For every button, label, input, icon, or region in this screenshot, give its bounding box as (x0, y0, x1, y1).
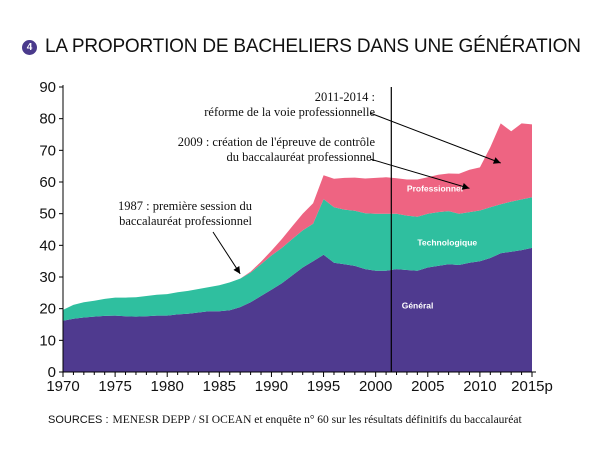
x-tick-label-1970: 1970 (46, 378, 79, 395)
annotation-2012-line-2: réforme de la voie professionnelle (204, 105, 375, 119)
annotation-2012-line-1: 2011-2014 : (315, 90, 375, 104)
annotation-2012-leader (369, 112, 501, 164)
annotation-2009-leader (369, 158, 470, 189)
y-tick-label-10: 10 (39, 332, 56, 349)
series-label-general: Général (402, 301, 434, 311)
chart-title: LA PROPORTION DE BACHELIERS DANS UNE GÉN… (45, 36, 581, 57)
chart-header: 4 LA PROPORTION DE BACHELIERS DANS UNE G… (22, 35, 581, 59)
series-area-technologique (63, 197, 532, 321)
y-tick-label-70: 70 (39, 142, 56, 159)
x-tick-label-2015: 2015p (511, 378, 553, 395)
x-tick-label-1985: 1985 (203, 378, 236, 395)
sources-note: SOURCES : MENESR DEPP / SI OCEAN et enquê… (48, 414, 522, 426)
annotation-2012: 2011-2014 :réforme de la voie profession… (204, 90, 501, 164)
x-tick-label-1990: 1990 (255, 378, 288, 395)
x-tick-label-2005: 2005 (411, 378, 444, 395)
x-tick-label-1975: 1975 (98, 378, 131, 395)
annotation-2009-arrowhead (461, 182, 470, 190)
figure-number-badge: 4 (22, 39, 37, 55)
y-tick-label-60: 60 (39, 174, 56, 191)
x-tick-label-1980: 1980 (151, 378, 184, 395)
annotation-1987-line-1: 1987 : première session du (118, 199, 253, 213)
annotation-1987-arrowhead (233, 266, 241, 274)
x-tick-label-2000: 2000 (359, 378, 392, 395)
series-label-professionnel: Professionnel (407, 184, 463, 194)
y-tick-label-50: 50 (39, 206, 56, 223)
sources-label: SOURCES : (48, 414, 109, 426)
annotation-2009: 2009 : création de l'épreuve de contrôle… (178, 135, 470, 190)
annotation-2009-line-1: 2009 : création de l'épreuve de contrôle (178, 135, 376, 149)
y-tick-label-90: 90 (39, 79, 56, 96)
y-tick-label-80: 80 (39, 111, 56, 128)
x-tick-label-2010: 2010 (463, 378, 496, 395)
x-tick-label-1995: 1995 (307, 378, 340, 395)
series-area-general (63, 247, 532, 372)
y-tick-label-20: 20 (39, 301, 56, 318)
annotation-1987-leader (212, 231, 241, 275)
annotation-1987-line-2: baccalauréat professionnel (119, 214, 252, 228)
sources-text: MENESR DEPP / SI OCEAN et enquête n° 60 … (112, 414, 522, 426)
y-tick-label-40: 40 (39, 237, 56, 254)
series-label-technologique: Technologique (417, 237, 477, 247)
annotation-2012-arrowhead (492, 157, 501, 164)
y-tick-label-0: 0 (48, 364, 56, 381)
annotation-2009-line-2: du baccalauréat professionnel (226, 150, 375, 164)
y-tick-label-30: 30 (39, 269, 56, 286)
